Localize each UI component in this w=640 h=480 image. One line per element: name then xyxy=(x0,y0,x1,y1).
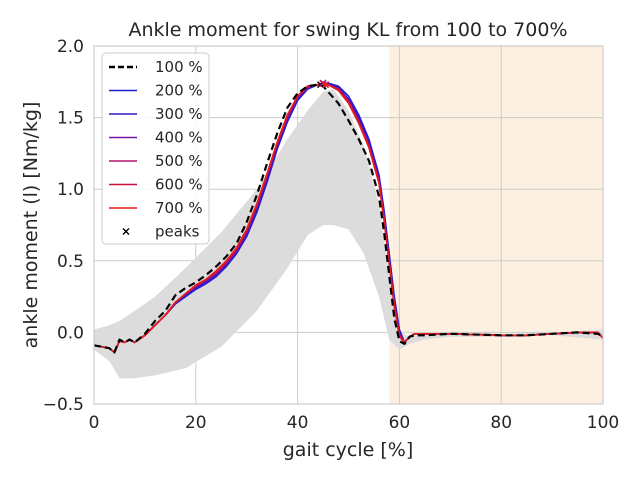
swing-phase-shading-layer xyxy=(389,46,603,404)
legend-label: 200 % xyxy=(155,82,203,100)
series-line-100 xyxy=(93,83,604,354)
x-tick-label: 80 xyxy=(490,413,512,433)
x-tick-label: 20 xyxy=(185,413,207,433)
y-tick-label: 1.5 xyxy=(57,109,84,129)
x-tick-label: 0 xyxy=(89,413,100,433)
legend-label: 600 % xyxy=(155,176,203,194)
y-axis-label: ankle moment (l) [Nm/kg] xyxy=(20,102,42,349)
x-tick-label: 40 xyxy=(287,413,309,433)
legend-label-peaks: peaks xyxy=(155,223,200,241)
x-tick-label: 60 xyxy=(389,413,411,433)
x-tick-label: 100 xyxy=(587,413,619,433)
legend-label: 400 % xyxy=(155,129,203,147)
legend: 100 % 200 % 300 % 400 % 500 % 600 % 700 % peaks xyxy=(101,52,210,245)
tick-labels-layer: 0 20 40 60 80 100 −0.5 0.0 0.5 1.0 1.5 2.0 xyxy=(43,37,620,433)
peaks-layer xyxy=(317,79,330,89)
chart-title: Ankle moment for swing KL from 100 to 70… xyxy=(128,19,567,41)
peak-marker xyxy=(322,81,330,89)
x-axis-label: gait cycle [%] xyxy=(283,439,414,461)
legend-label: 100 % xyxy=(155,58,203,76)
legend-peaks-marker xyxy=(122,228,130,235)
plot-frame xyxy=(93,45,604,405)
variability-band xyxy=(94,89,603,379)
series-line-700 xyxy=(93,82,604,354)
legend-label: 500 % xyxy=(155,152,203,170)
y-tick-label: 0.0 xyxy=(57,323,84,343)
y-tick-label: 1.0 xyxy=(57,180,84,200)
y-tick-label: 2.0 xyxy=(57,37,84,57)
series-layer xyxy=(93,82,604,354)
legend-box xyxy=(101,52,210,245)
legend-label: 300 % xyxy=(155,105,203,123)
swing-phase-shading xyxy=(389,46,603,404)
variability-band-layer xyxy=(94,89,603,379)
y-tick-label: 0.5 xyxy=(57,252,84,272)
legend-label: 700 % xyxy=(155,199,203,217)
y-tick-label: −0.5 xyxy=(43,395,84,415)
